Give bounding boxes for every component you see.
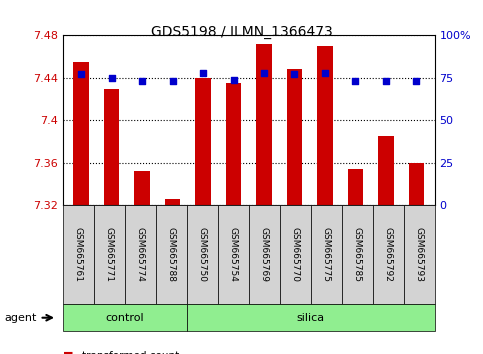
Point bbox=[77, 72, 85, 77]
Point bbox=[291, 72, 298, 77]
Point bbox=[352, 79, 359, 84]
Point bbox=[260, 70, 268, 76]
Text: silica: silica bbox=[297, 313, 325, 323]
Text: GSM665761: GSM665761 bbox=[74, 227, 83, 282]
Text: GSM665770: GSM665770 bbox=[291, 227, 300, 282]
Point bbox=[169, 79, 176, 84]
Text: GSM665793: GSM665793 bbox=[415, 227, 424, 282]
Bar bbox=[226, 83, 241, 205]
Point bbox=[382, 79, 390, 84]
Text: transformed count: transformed count bbox=[82, 351, 179, 354]
Text: GDS5198 / ILMN_1366473: GDS5198 / ILMN_1366473 bbox=[151, 25, 332, 39]
Text: GSM665750: GSM665750 bbox=[198, 227, 207, 282]
Bar bbox=[348, 169, 363, 205]
Point bbox=[321, 70, 329, 76]
Text: control: control bbox=[105, 313, 144, 323]
Point bbox=[229, 77, 237, 82]
Bar bbox=[134, 171, 150, 205]
Bar bbox=[378, 136, 394, 205]
Bar bbox=[317, 46, 333, 205]
Text: GSM665788: GSM665788 bbox=[167, 227, 176, 282]
Text: GSM665785: GSM665785 bbox=[353, 227, 362, 282]
Point bbox=[108, 75, 115, 81]
Bar bbox=[165, 199, 180, 205]
Bar bbox=[196, 78, 211, 205]
Point bbox=[412, 79, 420, 84]
Point bbox=[138, 79, 146, 84]
Text: ■: ■ bbox=[63, 351, 73, 354]
Bar bbox=[256, 44, 271, 205]
Text: GSM665792: GSM665792 bbox=[384, 227, 393, 282]
Bar bbox=[287, 69, 302, 205]
Point bbox=[199, 70, 207, 76]
Bar bbox=[104, 88, 119, 205]
Text: GSM665775: GSM665775 bbox=[322, 227, 331, 282]
Text: GSM665754: GSM665754 bbox=[229, 227, 238, 282]
Text: GSM665771: GSM665771 bbox=[105, 227, 114, 282]
Text: agent: agent bbox=[5, 313, 37, 323]
Bar bbox=[409, 163, 424, 205]
Bar bbox=[73, 62, 89, 205]
Text: GSM665769: GSM665769 bbox=[260, 227, 269, 282]
Text: GSM665774: GSM665774 bbox=[136, 227, 145, 282]
